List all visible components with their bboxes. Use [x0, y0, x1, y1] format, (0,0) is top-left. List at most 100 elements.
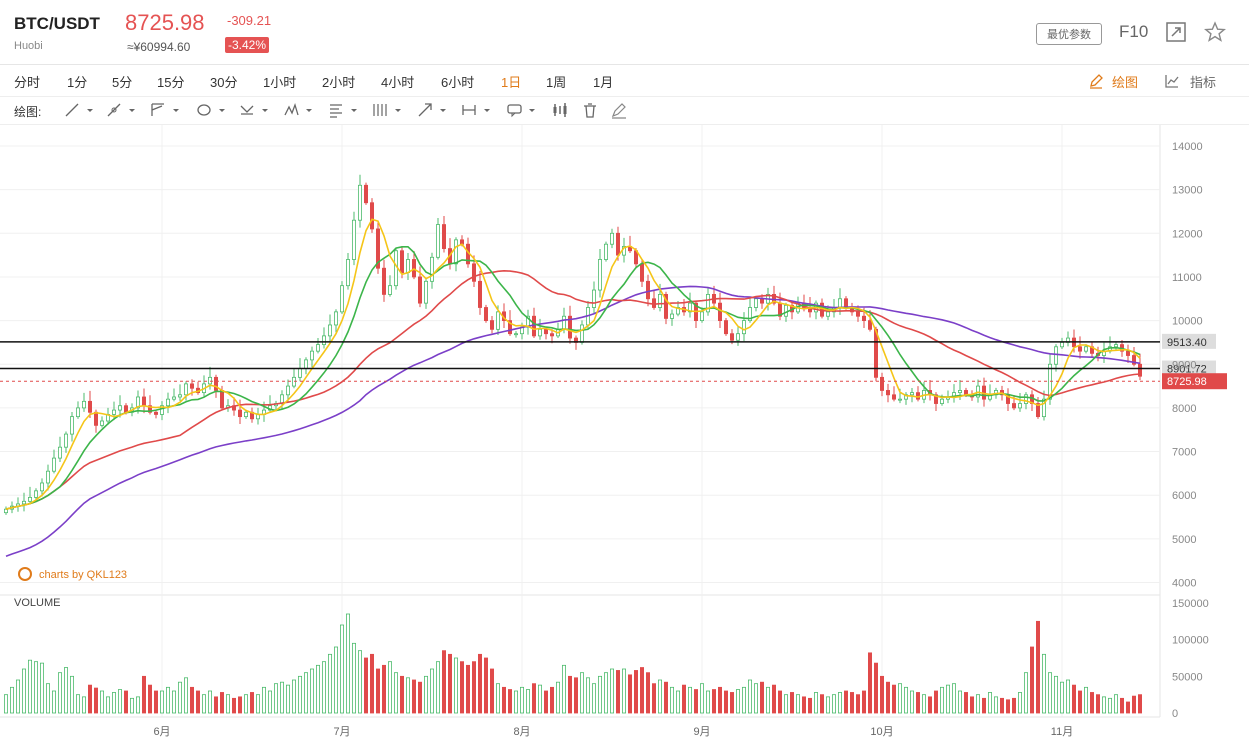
- tab-timeframe[interactable]: 1分: [67, 75, 88, 90]
- candle-body: [616, 232, 621, 256]
- volume-bar: [351, 642, 356, 714]
- volume-bar: [27, 659, 32, 714]
- candle-body: [874, 328, 879, 378]
- candle-tool-icon[interactable]: [551, 101, 569, 119]
- candle-body: [670, 313, 675, 319]
- volume-bar: [1042, 653, 1047, 714]
- f10-button[interactable]: F10: [1119, 22, 1149, 41]
- text-tool-icon[interactable]: [327, 101, 361, 119]
- volume-bar: [1114, 694, 1119, 714]
- volume-bar: [249, 692, 254, 714]
- star-icon[interactable]: [1204, 21, 1226, 43]
- arrow-tool-icon[interactable]: [416, 101, 450, 119]
- candle-body: [754, 298, 759, 308]
- fibonacci-tool-icon[interactable]: [238, 101, 272, 119]
- volume-bar: [46, 683, 51, 714]
- candle-body: [658, 294, 663, 308]
- eraser-icon[interactable]: [610, 101, 628, 119]
- optimal-params-button[interactable]: 最优参数: [1036, 23, 1102, 45]
- candle-body: [207, 376, 212, 385]
- candle-body: [1024, 394, 1029, 404]
- candle-body: [580, 324, 585, 343]
- candle-body: [477, 280, 482, 308]
- volume-bar: [339, 624, 344, 714]
- tab-timeframe[interactable]: 1月: [593, 75, 614, 90]
- volume-bar: [1102, 696, 1107, 714]
- volume-bar: [592, 683, 597, 714]
- candle-body: [700, 311, 705, 321]
- candle-body: [838, 298, 843, 308]
- tab-timeframe[interactable]: 4小时: [381, 75, 415, 90]
- volume-bar: [844, 690, 849, 714]
- volume-bar: [255, 694, 260, 714]
- volume-bar: [303, 672, 308, 714]
- candle-body: [387, 285, 392, 295]
- draw-toggle-button[interactable]: 绘图: [1112, 75, 1139, 90]
- candle-body: [27, 496, 32, 502]
- candle-body: [112, 409, 117, 415]
- volume-bar: [285, 684, 290, 714]
- range-tool-icon[interactable]: [460, 101, 494, 119]
- circle-tool-icon[interactable]: [195, 101, 229, 119]
- price-tick-label: 10000: [1172, 316, 1203, 328]
- last-price-label-bg: [1162, 373, 1227, 390]
- ray-tool-icon[interactable]: [105, 101, 139, 119]
- volume-bar: [40, 662, 45, 714]
- pattern-tool-icon[interactable]: [282, 101, 316, 119]
- candle-body: [52, 457, 57, 472]
- volume-bar: [1096, 694, 1101, 714]
- volume-bar: [64, 667, 69, 714]
- drawing-toolbar-label: 绘图:: [14, 105, 42, 119]
- comment-tool-icon[interactable]: [505, 101, 539, 119]
- volume-bar: [483, 657, 488, 714]
- candle-body: [453, 239, 458, 265]
- volume-bar: [652, 683, 657, 714]
- candle-body: [213, 376, 218, 391]
- trash-icon[interactable]: [581, 101, 599, 119]
- line-tool-icon[interactable]: [63, 101, 97, 119]
- fullscreen-icon[interactable]: [1165, 21, 1187, 43]
- volume-bar: [429, 668, 434, 714]
- tab-timeframe[interactable]: 15分: [157, 75, 185, 90]
- candle-body: [333, 311, 338, 326]
- candle-body: [1018, 403, 1023, 409]
- tab-timeframe[interactable]: 5分: [112, 75, 133, 90]
- tab-timeframe[interactable]: 分时: [14, 75, 41, 90]
- volume-bars: [4, 613, 1143, 714]
- tab-timeframe-active[interactable]: 1日: [501, 75, 522, 90]
- price-change-percent: -3.42%: [225, 37, 270, 53]
- candle-body: [417, 276, 422, 304]
- tab-timeframe[interactable]: 6小时: [441, 75, 475, 90]
- tab-timeframe[interactable]: 1小时: [263, 75, 297, 90]
- candle-body: [369, 202, 374, 230]
- volume-bar: [886, 681, 891, 714]
- pair-title: BTC/USDT: [14, 14, 100, 33]
- candle-body: [862, 315, 867, 322]
- volume-bar: [838, 692, 843, 714]
- candle-body: [70, 416, 75, 435]
- volume-bar: [598, 675, 603, 714]
- candle-body: [640, 263, 645, 282]
- volume-bar: [574, 677, 579, 714]
- candle-body: [435, 224, 440, 258]
- volume-bar: [754, 683, 759, 714]
- tab-timeframe[interactable]: 2小时: [322, 75, 356, 90]
- gann-tool-icon[interactable]: [371, 101, 405, 119]
- volume-bar: [850, 692, 855, 714]
- channel-tool-icon[interactable]: [149, 101, 183, 119]
- tab-timeframe[interactable]: 30分: [210, 75, 238, 90]
- tab-timeframe[interactable]: 1周: [546, 75, 567, 90]
- volume-bar: [261, 686, 266, 714]
- volume-bar: [243, 694, 248, 714]
- volume-bar: [357, 650, 362, 714]
- candle-body: [507, 320, 512, 335]
- volume-bar: [1078, 690, 1083, 714]
- candle-body: [219, 390, 224, 409]
- month-tick-label: 9月: [693, 726, 710, 738]
- candle-body: [736, 333, 741, 341]
- indicators-button[interactable]: 指标: [1190, 75, 1217, 90]
- candle-body: [610, 232, 615, 245]
- candle-body: [357, 184, 362, 221]
- volume-bar: [118, 689, 123, 714]
